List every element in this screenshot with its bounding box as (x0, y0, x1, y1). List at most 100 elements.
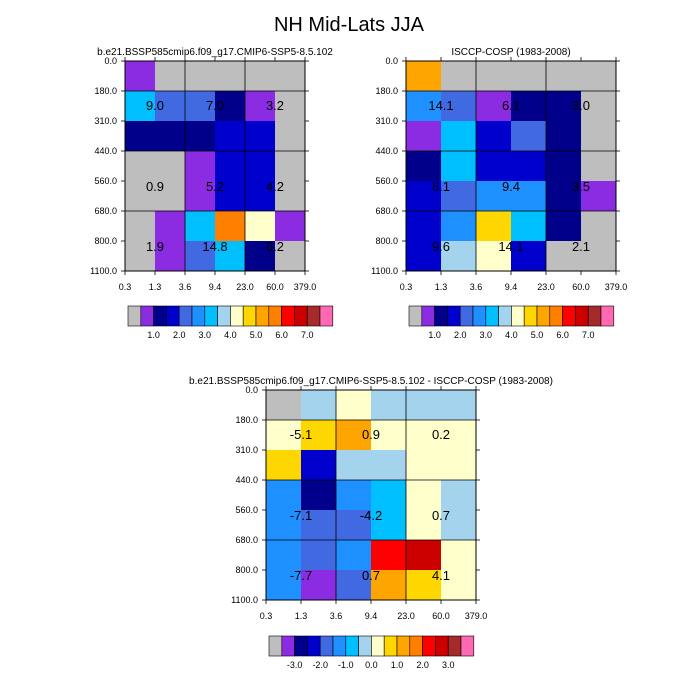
y-tick-label: 440.0 (375, 146, 398, 156)
y-tick-label: 310.0 (375, 116, 398, 126)
heatmap-cell (215, 61, 245, 91)
heatmap-cell (441, 181, 476, 211)
heatmap-cell (155, 61, 185, 91)
heatmap-cell (406, 540, 441, 570)
colorbar-label: 2.0 (454, 330, 467, 340)
colorbar-box (281, 305, 295, 327)
colorbar-box (140, 305, 154, 327)
heatmap-cell (336, 480, 371, 510)
value-label: 4.1 (432, 568, 450, 583)
y-tick-label: 180.0 (375, 86, 398, 96)
colorbar-box (408, 305, 423, 327)
heatmap-cell (406, 241, 441, 271)
colorbar-box (422, 635, 436, 657)
heatmap-cell (155, 151, 185, 211)
x-tick-label: 1.3 (295, 611, 308, 621)
x-tick-label: 0.3 (260, 611, 273, 621)
heatmap-cell (441, 390, 476, 420)
heatmap-cell (581, 91, 616, 121)
heatmap-cell (215, 241, 245, 271)
heatmap-cell (546, 241, 581, 271)
colorbar-box (575, 305, 589, 327)
heatmap-cell (511, 121, 546, 151)
colorbar-box (358, 635, 372, 657)
colorbar-label: 1.0 (391, 660, 404, 670)
value-label: 7.0 (206, 98, 224, 113)
heatmap-cell (511, 61, 546, 91)
x-tick-label: 23.0 (236, 282, 254, 292)
colorbar-abs-left: 1.0 2.0 3.0 4.0 5.0 6.0 7.0 (127, 305, 334, 340)
x-tick-label: 0.3 (119, 282, 132, 292)
heatmap-cell (476, 61, 511, 91)
heatmap-cell (185, 91, 215, 121)
colorbar-label: -3.0 (287, 660, 303, 670)
heatmap-cell (476, 121, 511, 151)
heatmap-cell (125, 121, 155, 151)
colorbar-label: 1.0 (147, 330, 160, 340)
value-label: 8.1 (432, 179, 450, 194)
heatmap-cell (336, 510, 371, 540)
heatmap-cell (275, 61, 305, 91)
value-label: 0.2 (432, 427, 450, 442)
heatmap-cell (441, 450, 476, 480)
heatmap-cell (441, 540, 476, 570)
colorbar-box (396, 635, 411, 657)
colorbar-box (230, 305, 244, 327)
heatmap-cell (546, 61, 581, 91)
colorbar-label: 2.0 (416, 660, 429, 670)
heatmap-cell (406, 570, 441, 600)
heatmap-cell (155, 91, 185, 121)
heatmap-cell (155, 241, 185, 271)
x-tick-label: 23.0 (537, 282, 555, 292)
colorbar-label: -1.0 (338, 660, 354, 670)
colorbar-box (498, 305, 512, 327)
colorbar-box (306, 305, 321, 327)
heatmap-cell (301, 510, 336, 540)
value-label: 3.2 (266, 98, 284, 113)
colorbar-box (485, 305, 499, 327)
y-tick-label: 180.0 (94, 86, 117, 96)
colorbar-label: 7.0 (301, 330, 314, 340)
heatmap-cell (245, 61, 275, 91)
heatmap-cell (215, 91, 245, 121)
x-tick-label: 3.6 (470, 282, 483, 292)
colorbar-box (191, 305, 206, 327)
panel-title: b.e21.BSSP585cmip6.f09_g17.CMIP6-SSP5-8.… (97, 47, 333, 58)
colorbar-box (447, 635, 462, 657)
heatmap-cell (371, 570, 406, 600)
heatmap-cell (215, 151, 245, 211)
y-tick-label: 310.0 (94, 116, 117, 126)
heatmap-cell (245, 91, 275, 121)
colorbar-box (307, 635, 321, 657)
y-tick-label: 0.0 (104, 56, 117, 66)
x-tick-label: 3.6 (330, 611, 343, 621)
heatmap-cell (441, 211, 476, 241)
heatmap-cell (215, 121, 245, 151)
colorbar-box (294, 635, 308, 657)
heatmap-cell (266, 540, 301, 570)
x-tick-label: 23.0 (397, 611, 415, 621)
heatmap-cell (546, 181, 581, 211)
heatmap-cell (476, 211, 511, 241)
value-label: 0.9 (362, 427, 380, 442)
heatmap-cell (476, 241, 511, 271)
heatmap-cell (406, 181, 441, 211)
y-tick-label: 680.0 (94, 206, 117, 216)
colorbar-label: 0.0 (365, 660, 378, 670)
colorbar-label: 5.0 (531, 330, 544, 340)
colorbar-box (153, 305, 167, 327)
panel-diff: b.e21.BSSP585cmip6.f09_g17.CMIP6-SSP5-8.… (189, 376, 553, 621)
heatmap-cell (275, 151, 305, 211)
heatmap-cell (301, 570, 336, 600)
value-label: 9.0 (146, 98, 164, 113)
colorbar-box (166, 305, 180, 327)
heatmap-cell (371, 540, 406, 570)
x-tick-label: 0.3 (400, 282, 413, 292)
colorbar-box (255, 305, 270, 327)
colorbar-box (421, 305, 435, 327)
colorbar-box (268, 635, 283, 657)
heatmap-cell (155, 121, 185, 151)
heatmap-cell (441, 121, 476, 151)
colorbar-label: 2.0 (173, 330, 186, 340)
